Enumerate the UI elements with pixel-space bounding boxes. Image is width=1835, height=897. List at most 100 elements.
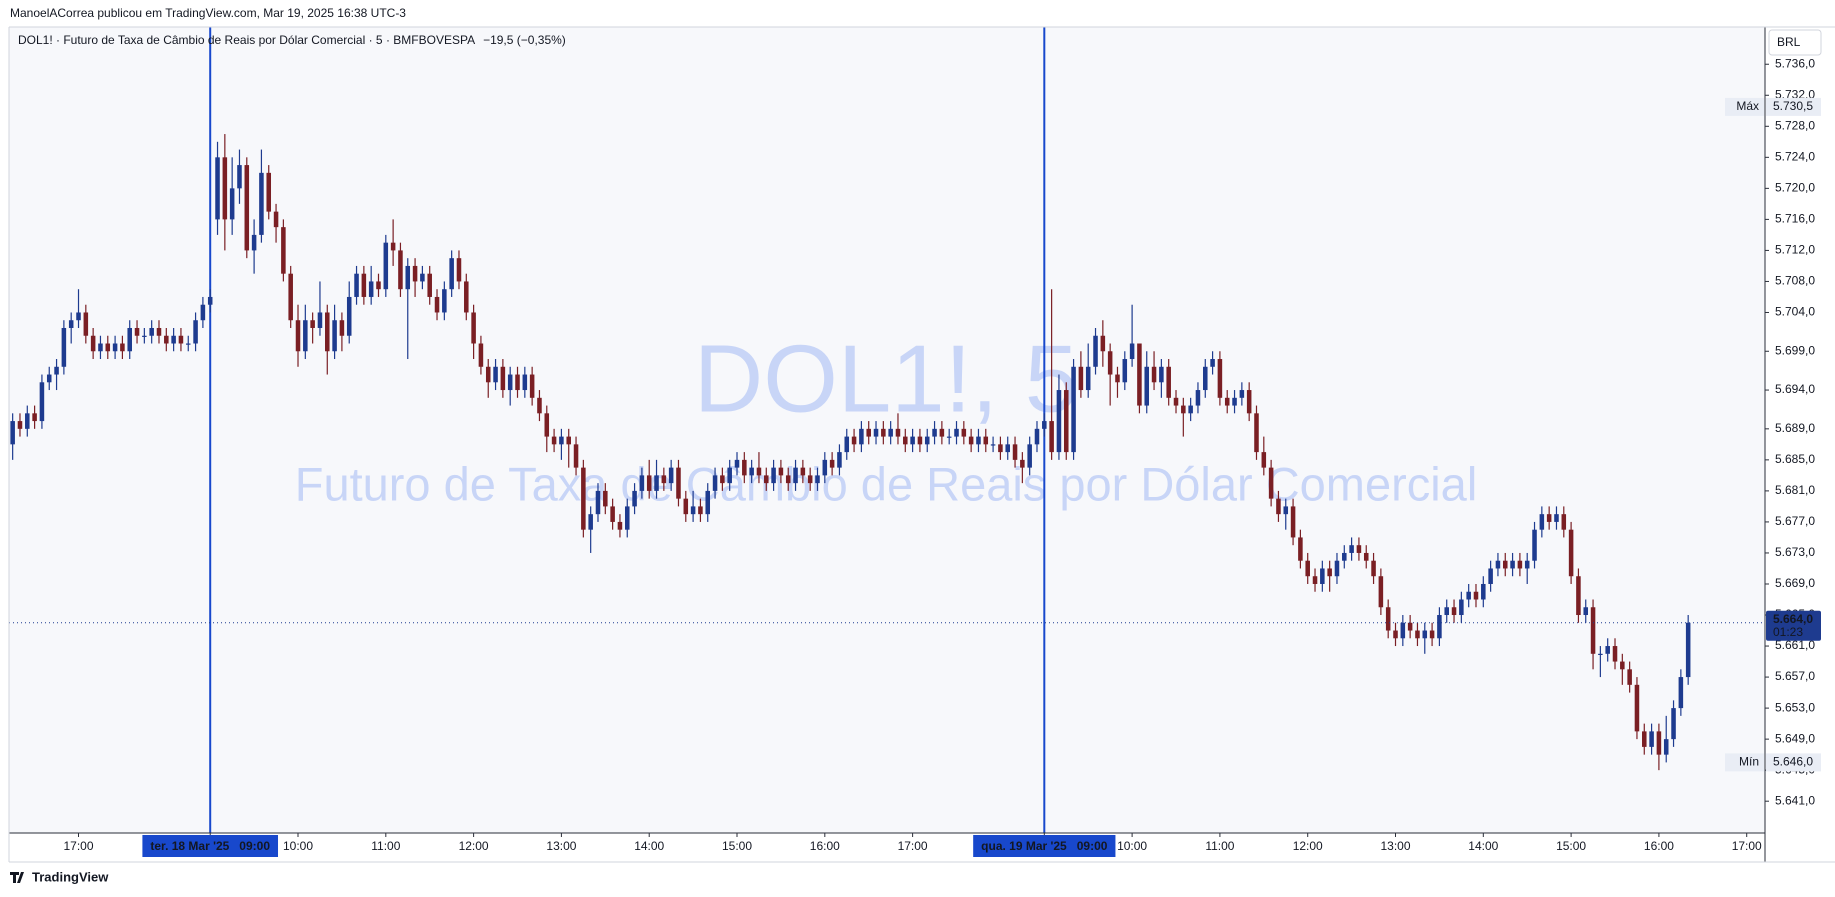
candle-body [734,459,740,468]
marker-value: 5.730,5 [1773,99,1813,113]
x-tick-label: 14:00 [1468,839,1498,853]
candle-body [1612,646,1618,662]
candle-body [1298,537,1303,561]
candle-body [581,467,586,530]
candle-body [1502,560,1508,569]
candle-body [1173,397,1179,406]
candle-body [215,157,220,220]
candle-body [1598,653,1603,656]
x-tick-label: 13:00 [1380,839,1410,853]
candle-body [720,475,725,484]
candle-body [1663,739,1669,755]
candle-body [1246,390,1252,414]
marker-tag: Máx [1736,99,1759,113]
candle-body [1583,607,1589,616]
candle-body [237,165,242,189]
candle-body [1085,366,1091,391]
candle-body [288,273,293,321]
y-tick-label: 5.704,0 [1775,305,1815,319]
candle-body [1034,428,1040,445]
x-tick-label: qua. 19 Mar '25 09:00 [981,839,1108,853]
candle-body [1144,366,1150,406]
candle-body [442,289,447,313]
candle-body [646,475,652,491]
candle-body [1305,560,1310,577]
x-tick-highlight [973,835,1116,857]
y-tick-label: 5.673,0 [1775,545,1815,559]
candle-body [1415,630,1420,639]
candle-body [412,265,418,282]
candle-body [866,428,871,437]
candle-body [851,436,857,445]
candle-body [1100,335,1106,352]
candle-body [1532,529,1537,561]
x-tick-label: 13:00 [546,839,576,853]
candle-body [456,258,462,282]
candle-body [1576,576,1581,616]
candle-body [1312,576,1318,584]
x-tick-label: 17:00 [898,839,928,853]
y-tick-label: 5.657,0 [1775,669,1815,683]
candle-body [507,374,513,391]
candle-body [837,452,842,468]
candle-body [281,227,286,274]
x-tick-label: 11:00 [371,839,400,853]
candle-body [339,320,345,336]
y-tick-label: 5.699,0 [1775,343,1815,357]
marker-tag: Mín [1739,755,1759,769]
candle-body [1466,591,1471,600]
candle-body [946,436,952,438]
y-tick-label: 5.736,0 [1775,56,1815,70]
candle-body [164,335,169,344]
candle-body [1203,366,1208,391]
candle-body [793,467,798,484]
candle-body [1678,677,1684,709]
candle-body [932,428,937,437]
candle-body [1554,514,1559,522]
candle-body [390,242,396,251]
candle-body [1129,343,1135,360]
candle-body [742,459,747,476]
y-tick-label: 5.661,0 [1775,638,1815,652]
candle-body [1107,351,1113,375]
currency[interactable]: BRL [1777,35,1801,49]
candle-body [1437,615,1442,639]
candle-body [1320,568,1325,584]
candle-body [449,258,454,290]
candle-body [273,211,279,228]
candle-body [398,250,403,290]
candle-body [90,335,96,352]
candle-body [822,459,828,476]
candle-body [617,521,623,530]
candle-body [1056,390,1062,453]
candle-body [800,467,806,476]
candle-body [1546,514,1552,522]
candle-body [1063,390,1069,453]
candle-body [1166,366,1171,398]
candle-body [1224,397,1230,406]
candle-body [939,428,945,437]
candle-body [881,428,886,437]
candle-body [983,436,989,445]
candle-body [954,428,959,437]
candle-body [1290,506,1296,538]
currency-box[interactable] [1768,29,1822,56]
candle-body [120,343,125,352]
candle-body [639,475,645,491]
candle-body [383,242,389,290]
candle-body [259,172,264,235]
candle-body [32,413,37,422]
candle-body [310,320,315,328]
y-tick-label: 5.708,0 [1775,274,1815,288]
candle-body [1012,444,1018,460]
candle-body [478,343,484,367]
candle-body [859,428,864,445]
candle-body [1363,552,1369,561]
candle-body [1261,452,1267,468]
y-tick-label: 5.728,0 [1775,118,1815,132]
candle-body [1005,444,1010,453]
candle-body [1444,607,1449,616]
candle-body [1115,374,1120,383]
candle-body [1071,366,1076,453]
